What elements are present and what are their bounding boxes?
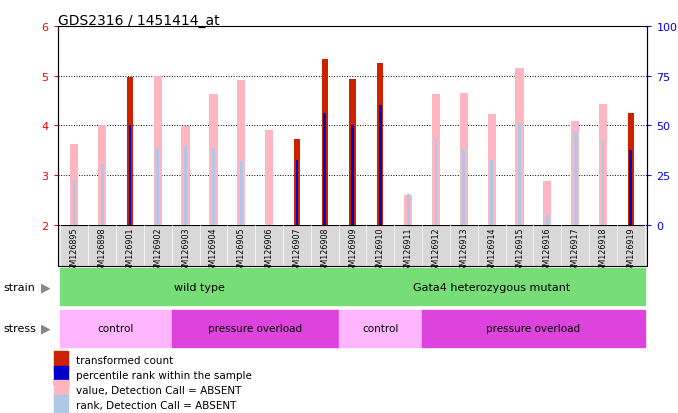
Bar <box>54 351 68 370</box>
Bar <box>338 268 645 306</box>
Bar <box>172 310 338 347</box>
Text: GSM126904: GSM126904 <box>209 227 218 275</box>
Text: GDS2316 / 1451414_at: GDS2316 / 1451414_at <box>58 14 219 28</box>
Bar <box>574 132 576 225</box>
Text: GSM126901: GSM126901 <box>125 227 134 275</box>
Text: wild type: wild type <box>174 282 225 292</box>
Bar <box>129 126 132 225</box>
Text: GSM126915: GSM126915 <box>515 227 524 275</box>
Bar <box>379 106 382 225</box>
Text: GSM126913: GSM126913 <box>460 227 468 275</box>
Bar <box>543 181 551 225</box>
Bar <box>54 366 68 385</box>
Text: GSM126905: GSM126905 <box>237 227 245 275</box>
Text: value, Detection Call = ABSENT: value, Detection Call = ABSENT <box>76 385 241 395</box>
Bar <box>127 78 133 225</box>
Bar <box>432 95 440 225</box>
Text: GSM126910: GSM126910 <box>376 227 385 275</box>
Text: pressure overload: pressure overload <box>486 323 580 333</box>
Text: GSM126895: GSM126895 <box>70 227 79 275</box>
Bar <box>98 126 106 225</box>
Bar <box>487 115 496 225</box>
Text: GSM126902: GSM126902 <box>153 227 162 275</box>
Text: GSM126914: GSM126914 <box>487 227 496 275</box>
Bar <box>54 380 68 399</box>
Bar <box>546 215 549 225</box>
Text: strain: strain <box>3 282 35 292</box>
Text: control: control <box>362 323 399 333</box>
Bar <box>351 126 354 225</box>
Text: GSM126919: GSM126919 <box>626 227 635 275</box>
Bar <box>184 147 187 225</box>
Text: percentile rank within the sample: percentile rank within the sample <box>76 370 252 380</box>
Bar <box>54 395 68 413</box>
Bar <box>240 161 243 225</box>
Bar <box>518 123 521 225</box>
Bar <box>349 80 356 225</box>
Bar <box>60 310 172 347</box>
Text: GSM126908: GSM126908 <box>320 227 330 275</box>
Bar <box>378 64 384 225</box>
Bar <box>601 140 604 225</box>
Text: GSM126907: GSM126907 <box>292 227 302 275</box>
Text: stress: stress <box>3 323 36 333</box>
Text: GSM126912: GSM126912 <box>431 227 441 275</box>
Text: GSM126909: GSM126909 <box>348 227 357 275</box>
Bar <box>462 149 465 225</box>
Text: GSM126898: GSM126898 <box>98 227 106 275</box>
Bar <box>422 310 645 347</box>
Text: GSM126917: GSM126917 <box>571 227 580 275</box>
Text: ▶: ▶ <box>41 280 50 294</box>
Bar <box>212 148 215 225</box>
Text: rank, Detection Call = ABSENT: rank, Detection Call = ABSENT <box>76 400 237 410</box>
Bar <box>490 161 493 225</box>
Bar <box>210 95 218 225</box>
Bar <box>628 114 634 225</box>
Text: ▶: ▶ <box>41 322 50 335</box>
Text: pressure overload: pressure overload <box>208 323 302 333</box>
Bar <box>404 195 412 225</box>
Text: GSM126906: GSM126906 <box>264 227 274 275</box>
Bar <box>265 131 273 225</box>
Bar <box>60 268 338 306</box>
Text: Gata4 heterozygous mutant: Gata4 heterozygous mutant <box>413 282 570 292</box>
Bar <box>435 138 437 225</box>
Bar <box>338 310 422 347</box>
Bar <box>321 60 327 225</box>
Bar <box>70 145 79 225</box>
Text: GSM126918: GSM126918 <box>599 227 607 275</box>
Bar <box>460 94 468 225</box>
Bar <box>73 180 76 225</box>
Bar <box>515 69 523 225</box>
Bar <box>323 114 326 225</box>
Bar <box>154 76 162 225</box>
Bar <box>237 81 245 225</box>
Bar <box>407 195 410 225</box>
Bar <box>629 151 632 225</box>
Text: GSM126916: GSM126916 <box>543 227 552 275</box>
Text: GSM126903: GSM126903 <box>181 227 190 275</box>
Bar <box>571 122 579 225</box>
Bar <box>157 148 159 225</box>
Text: control: control <box>98 323 134 333</box>
Text: GSM126911: GSM126911 <box>403 227 413 275</box>
Bar <box>294 140 300 225</box>
Bar <box>182 127 190 225</box>
Text: transformed count: transformed count <box>76 356 173 366</box>
Bar <box>599 105 607 225</box>
Bar <box>296 161 298 225</box>
Bar <box>101 165 104 225</box>
